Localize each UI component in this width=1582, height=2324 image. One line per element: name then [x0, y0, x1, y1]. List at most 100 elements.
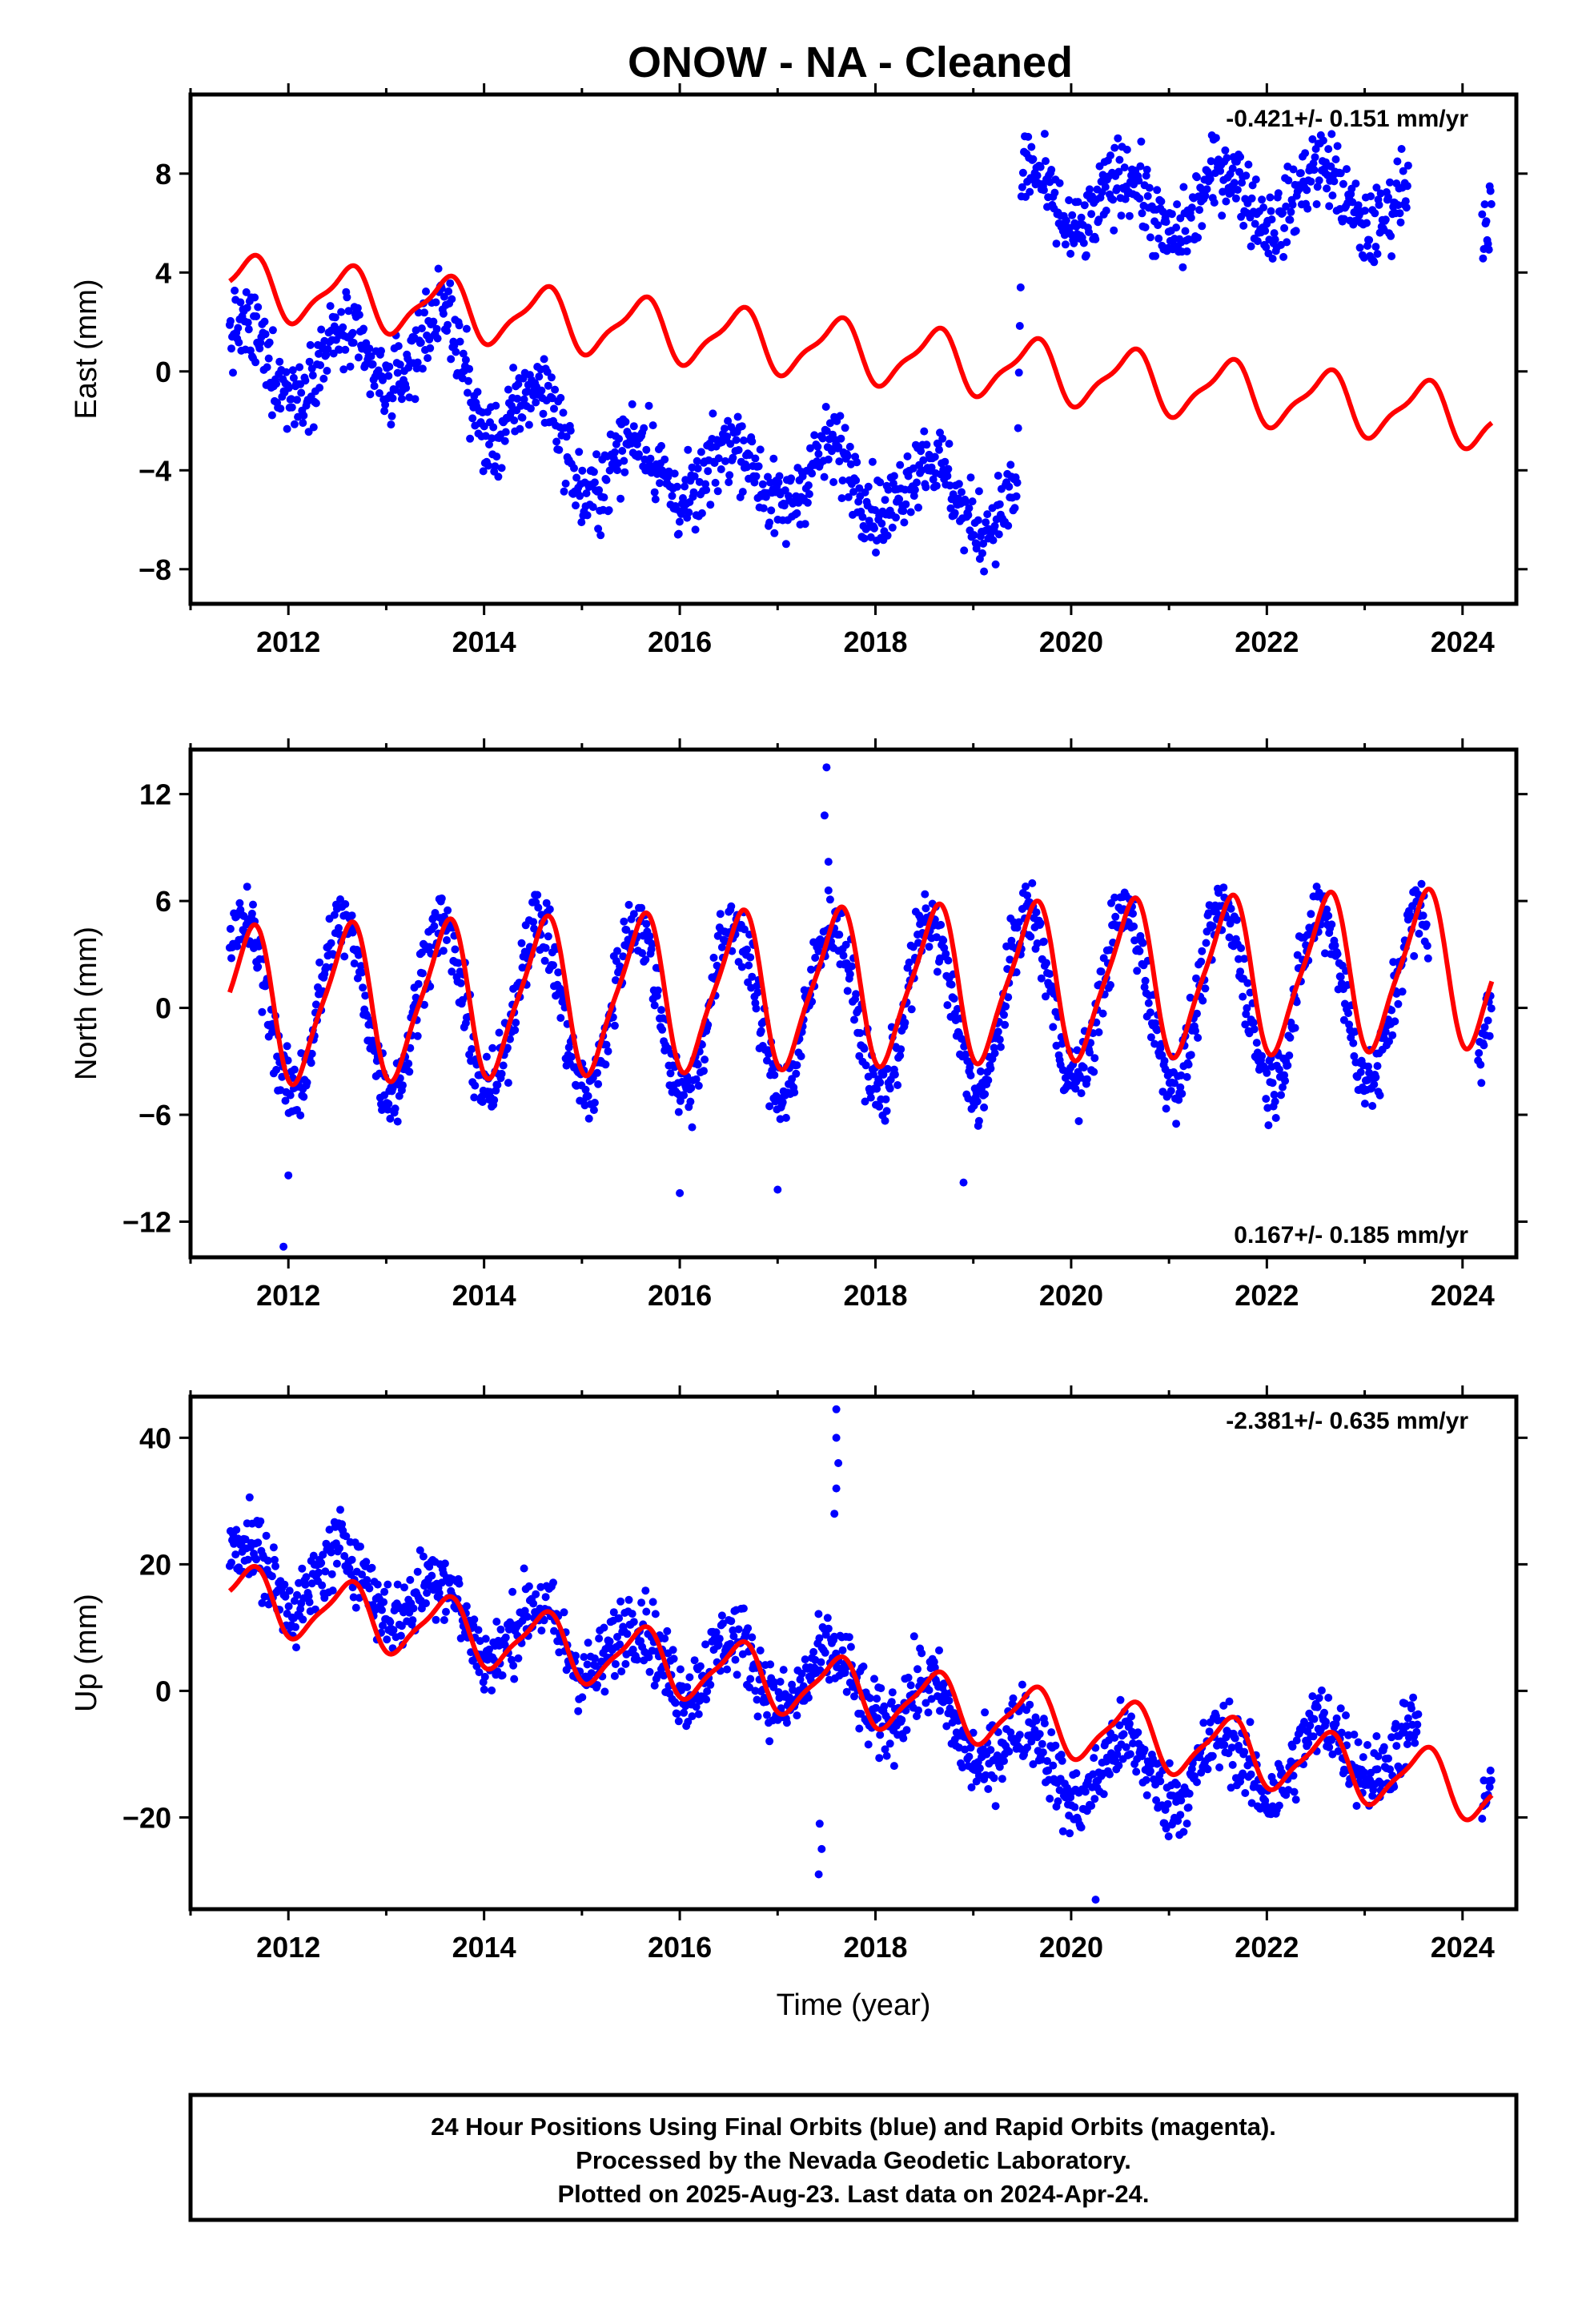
footer-line-3: Plotted on 2025-Aug-23. Last data on 202…: [557, 2180, 1149, 2208]
north-outlier-point: [820, 811, 829, 820]
up-point: [909, 1632, 918, 1641]
east-point: [1303, 186, 1311, 195]
up-point: [348, 1583, 357, 1592]
east-point: [268, 326, 277, 335]
east-point: [950, 509, 959, 517]
east-point: [820, 472, 829, 481]
east-point: [1066, 249, 1075, 258]
up-point: [1113, 1750, 1122, 1759]
east-point: [834, 443, 843, 452]
up-point: [925, 1686, 934, 1695]
up-point: [1379, 1743, 1388, 1751]
east-y-axis-label: East (mm): [70, 279, 103, 419]
east-x-tick-label: 2022: [1235, 625, 1299, 658]
north-point: [943, 1001, 952, 1010]
east-point: [1079, 239, 1088, 247]
north-point: [1012, 968, 1021, 977]
up-point: [680, 1708, 689, 1717]
up-point: [1289, 1771, 1298, 1780]
up-point: [611, 1660, 620, 1668]
footer-box: [188, 2093, 1519, 2222]
east-point: [960, 546, 969, 555]
east-point: [1157, 197, 1166, 206]
north-point: [1398, 987, 1407, 996]
up-point: [797, 1669, 806, 1678]
east-point: [1247, 194, 1256, 203]
up-point: [419, 1552, 428, 1561]
east-point: [575, 448, 584, 456]
east-point: [1014, 368, 1023, 377]
east-point: [297, 388, 306, 397]
north-point: [717, 943, 726, 951]
up-observations: [225, 1405, 1496, 1904]
east-point: [299, 411, 308, 420]
east-point: [681, 482, 689, 491]
up-point: [280, 1580, 289, 1589]
east-point: [494, 472, 503, 481]
up-outlier-point: [834, 1459, 843, 1467]
up-point: [814, 1610, 823, 1618]
up-point: [712, 1628, 721, 1637]
up-point: [524, 1582, 533, 1590]
north-plot-area: [225, 763, 1496, 1251]
east-point: [226, 316, 235, 325]
east-point: [1279, 252, 1288, 261]
east-y-tick-label: 4: [155, 256, 171, 289]
up-point: [1129, 1739, 1137, 1747]
north-point: [254, 963, 263, 971]
up-point: [842, 1687, 851, 1696]
east-point: [450, 341, 459, 350]
east-point: [396, 360, 404, 369]
east-point: [1055, 179, 1064, 187]
up-point: [537, 1626, 546, 1635]
up-point: [753, 1695, 761, 1704]
north-point: [448, 967, 456, 976]
east-point: [290, 420, 299, 428]
east-point: [868, 457, 877, 466]
up-point: [756, 1647, 765, 1655]
up-point: [560, 1608, 568, 1617]
east-point: [1077, 213, 1086, 222]
east-point: [1110, 226, 1118, 235]
east-point: [966, 473, 975, 482]
north-point: [567, 1052, 576, 1061]
east-point: [444, 320, 452, 329]
east-point: [713, 487, 722, 496]
up-point: [751, 1687, 760, 1695]
east-point: [1301, 149, 1310, 158]
north-point: [405, 1068, 414, 1076]
north-point: [1271, 1114, 1280, 1122]
north-point: [1219, 883, 1228, 892]
east-point: [380, 407, 389, 416]
north-point: [1480, 1041, 1488, 1050]
north-point: [740, 925, 749, 934]
east-point: [1330, 177, 1339, 186]
north-point: [841, 940, 850, 949]
up-point: [472, 1662, 481, 1671]
up-point: [305, 1598, 314, 1606]
north-point: [307, 1049, 316, 1058]
north-point: [1312, 883, 1321, 891]
east-point: [1135, 195, 1144, 203]
east-point: [265, 338, 274, 347]
east-point: [1228, 164, 1237, 173]
up-point: [1354, 1738, 1363, 1747]
north-point: [981, 1090, 990, 1099]
up-point: [1146, 1767, 1154, 1775]
up-point: [271, 1555, 279, 1564]
up-point: [380, 1587, 389, 1596]
east-point: [1061, 240, 1070, 249]
east-point: [922, 440, 931, 449]
east-point: [714, 454, 723, 463]
north-point: [962, 1050, 970, 1059]
east-point: [1172, 223, 1181, 232]
east-point: [560, 487, 568, 496]
up-point: [299, 1615, 307, 1624]
north-point: [1215, 888, 1223, 897]
up-point: [1026, 1700, 1034, 1709]
east-point: [629, 422, 638, 431]
east-point: [537, 386, 546, 395]
east-point: [1311, 153, 1319, 162]
up-point: [267, 1572, 276, 1581]
east-point: [903, 452, 912, 460]
